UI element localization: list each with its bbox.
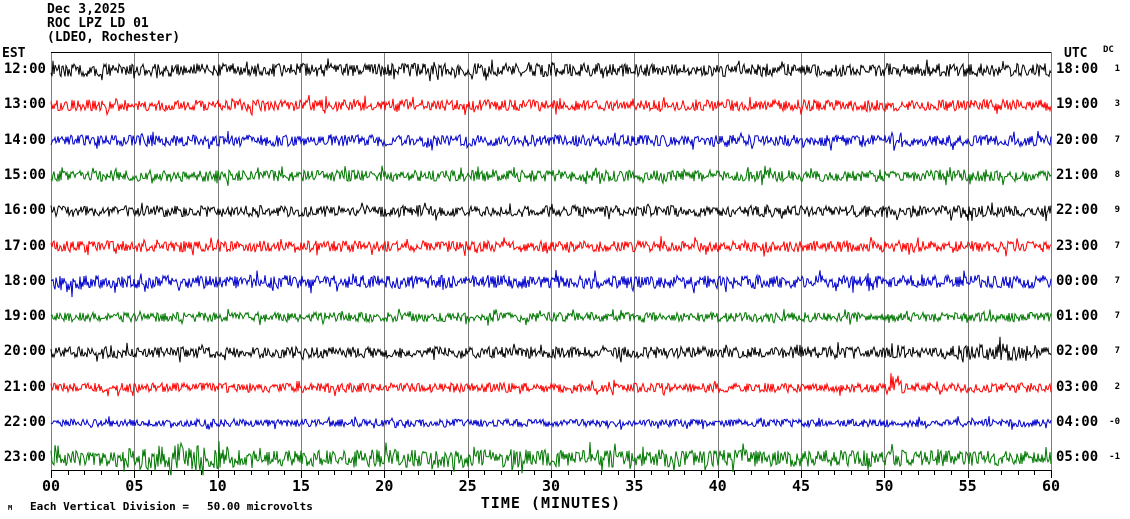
trace-row-1700	[50, 236, 1052, 257]
utc-time-label: 23:00	[1056, 237, 1099, 254]
x-tick-label-30: 30	[541, 477, 561, 495]
trace-row-1300	[50, 94, 1052, 117]
header-station-location: (LDEO, Rochester)	[47, 30, 181, 45]
header-station-code: ROC LPZ LD 01	[47, 16, 149, 31]
utc-time-label: 01:00	[1056, 308, 1099, 325]
dc-offset-value: 8	[1114, 169, 1120, 180]
dc-offset-value: 7	[1114, 346, 1120, 357]
right-timezone-label: UTC	[1064, 46, 1088, 61]
dc-offset-value: 9	[1114, 205, 1120, 216]
x-tick-label-00: 00	[41, 477, 61, 495]
x-tick-label-40: 40	[708, 477, 727, 495]
x-tick-label-10: 10	[208, 477, 227, 495]
vertical-division-note: Each Vertical Division = 50.00 microvolts	[30, 500, 313, 513]
x-tick-label-55: 55	[958, 477, 977, 495]
utc-time-label: 18:00	[1056, 61, 1099, 77]
trace-row-1900	[50, 308, 1052, 326]
trace-row-1500	[50, 165, 1052, 186]
est-time-label: 20:00	[3, 343, 46, 360]
dc-offset-value: -1	[1109, 452, 1120, 463]
est-time-label: 23:00	[3, 449, 46, 466]
dc-offset-value: 7	[1114, 240, 1120, 251]
est-time-label: 12:00	[3, 61, 46, 77]
trace-row-1400	[50, 130, 1052, 151]
trace-row-1600	[50, 202, 1052, 222]
utc-time-label: 00:00	[1056, 272, 1099, 289]
trace-row-1200	[50, 58, 1052, 82]
x-tick-label-20: 20	[375, 477, 394, 495]
x-tick-label-45: 45	[791, 477, 811, 495]
est-time-label: 16:00	[3, 202, 46, 219]
dc-offset-value: 7	[1114, 134, 1120, 145]
trace-row-2000	[50, 336, 1052, 363]
header-date: Dec 3,2025	[47, 2, 126, 17]
x-axis-title: TIME (MINUTES)	[480, 494, 622, 512]
utc-time-label: 19:00	[1056, 96, 1099, 113]
x-tick-label-25: 25	[458, 477, 477, 495]
est-time-label: 21:00	[3, 378, 46, 395]
scale-marker: M	[8, 504, 13, 512]
x-tick-label-35: 35	[625, 477, 644, 495]
utc-time-label: 21:00	[1056, 166, 1099, 183]
trace-row-2200	[50, 415, 1052, 430]
trace-row-2300	[50, 441, 1052, 476]
est-time-label: 17:00	[3, 237, 46, 254]
trace-row-1800	[50, 270, 1052, 298]
est-time-label: 13:00	[3, 96, 46, 113]
x-tick-label-60: 60	[1041, 477, 1061, 495]
x-tick-label-50: 50	[875, 477, 894, 495]
dc-offset-value: 1	[1114, 64, 1120, 74]
dc-offset-value: 3	[1114, 99, 1120, 110]
dc-offset-value: 7	[1114, 311, 1120, 322]
utc-time-label: 02:00	[1056, 343, 1099, 360]
trace-row-2100	[50, 373, 1052, 397]
x-tick-label-05: 05	[125, 477, 144, 495]
vertical-division-text: Each Vertical Division =	[30, 500, 189, 513]
dc-offset-value: 7	[1114, 275, 1120, 286]
x-tick-label-15: 15	[291, 477, 311, 495]
utc-time-label: 22:00	[1056, 202, 1099, 219]
dc-offset-value: 2	[1114, 381, 1120, 392]
utc-time-label: 05:00	[1056, 449, 1099, 466]
dc-offset-value: -0	[1109, 417, 1120, 427]
utc-time-label: 04:00	[1056, 414, 1099, 430]
est-time-label: 15:00	[3, 166, 46, 183]
vertical-division-value: 50.00 microvolts	[206, 500, 313, 513]
est-time-label: 22:00	[3, 414, 46, 430]
est-time-label: 18:00	[3, 272, 46, 289]
left-timezone-label: EST	[2, 46, 26, 61]
est-time-label: 14:00	[3, 131, 46, 148]
utc-time-label: 03:00	[1056, 378, 1099, 395]
dc-column-header: DC	[1103, 45, 1114, 55]
utc-time-label: 20:00	[1056, 131, 1099, 148]
est-time-label: 19:00	[3, 308, 46, 325]
